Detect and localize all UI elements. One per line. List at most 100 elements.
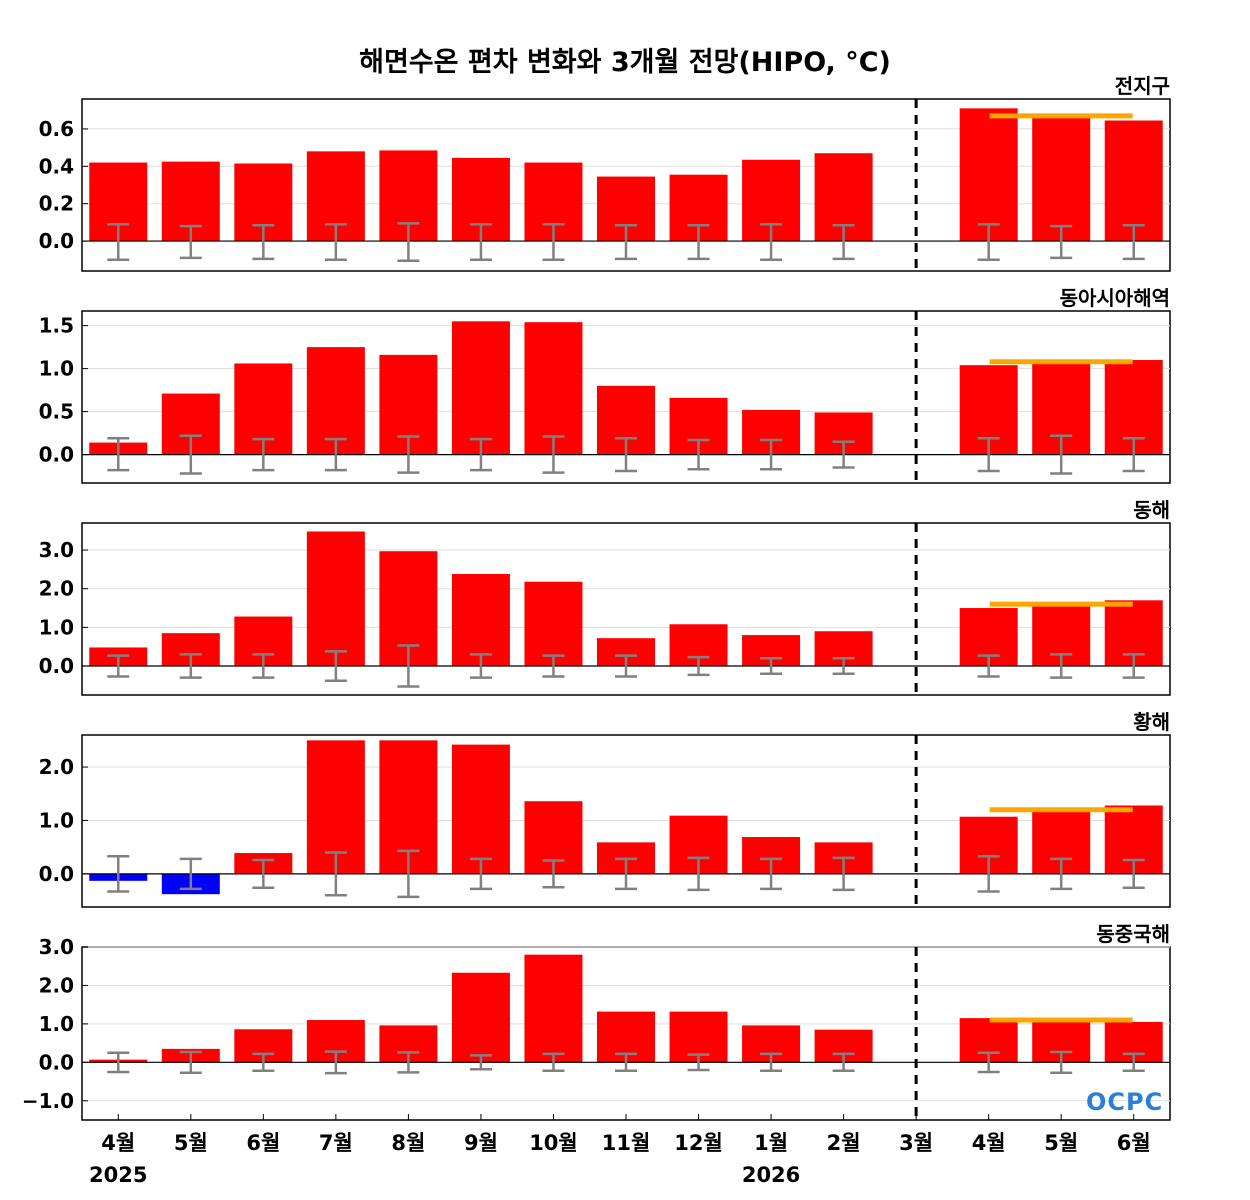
error-bar xyxy=(324,437,347,472)
error-bar xyxy=(760,223,783,262)
y-tick-label: 1.0 xyxy=(39,615,74,639)
x-tick-label: 7월 xyxy=(319,1131,353,1155)
y-tick-label: 0.6 xyxy=(39,117,74,141)
error-bar xyxy=(252,1052,275,1073)
error-bar xyxy=(760,657,783,675)
y-tick-label: 2.0 xyxy=(39,577,74,601)
x-tick-label: 12월 xyxy=(674,1131,723,1155)
error-bar xyxy=(542,1052,565,1073)
x-tick-label: 4월 xyxy=(101,1131,135,1155)
error-bar xyxy=(977,1051,1000,1074)
error-bar xyxy=(687,1053,710,1072)
panel-region-label: 동해 xyxy=(1133,498,1170,522)
error-bar xyxy=(324,851,347,897)
error-bar xyxy=(760,1052,783,1073)
year-label: 2025 xyxy=(89,1163,147,1187)
error-bar xyxy=(107,855,130,893)
error-bar xyxy=(107,1051,130,1074)
y-tick-label: 0.0 xyxy=(39,443,74,467)
error-bar xyxy=(687,438,710,471)
error-bar xyxy=(615,1052,637,1073)
error-bar xyxy=(324,650,347,682)
panel-5: −1.0 0.0 1.0 2.0 3.0 동중국해 xyxy=(22,922,1171,1121)
x-tick-label: 9월 xyxy=(464,1131,498,1155)
error-bar xyxy=(542,435,565,474)
panel-region-label: 동아시아해역 xyxy=(1060,286,1170,310)
panel-1: 0.0 0.2 0.4 0.6 전지구 xyxy=(39,74,1171,272)
x-tick-label: 11월 xyxy=(602,1131,651,1155)
error-bar xyxy=(397,222,420,262)
bar xyxy=(524,954,583,1063)
error-bar xyxy=(687,856,710,892)
error-bar xyxy=(324,1050,347,1075)
error-bar xyxy=(179,224,202,260)
error-bar xyxy=(977,855,1000,893)
panel-region-label: 황해 xyxy=(1133,710,1170,734)
error-bar xyxy=(1122,437,1145,473)
y-tick-label: 0.5 xyxy=(39,400,74,424)
error-bar xyxy=(397,849,420,899)
error-bar xyxy=(179,1050,202,1074)
error-bar xyxy=(832,1052,855,1073)
x-tick-label: 10월 xyxy=(529,1131,578,1155)
error-bar xyxy=(107,654,130,678)
error-bar xyxy=(542,859,565,889)
x-tick-label: 5월 xyxy=(174,1131,208,1155)
y-tick-label: 1.0 xyxy=(39,1012,74,1036)
y-tick-label: −1.0 xyxy=(22,1089,74,1113)
bar xyxy=(451,321,510,455)
error-bar xyxy=(977,654,1000,678)
error-bar xyxy=(469,437,492,472)
x-tick-label: 6월 xyxy=(1117,1131,1151,1155)
panel-2: 0.0 0.5 1.0 1.5 동아시아해역 xyxy=(39,286,1171,484)
error-bar xyxy=(760,857,783,891)
bar xyxy=(524,322,583,455)
bar xyxy=(451,744,510,874)
y-tick-label: 3.0 xyxy=(39,935,74,959)
y-tick-label: 0.2 xyxy=(39,192,74,216)
bar xyxy=(1104,120,1163,242)
error-bar xyxy=(179,653,202,679)
y-tick-label: 2.0 xyxy=(39,973,74,997)
error-bar xyxy=(542,654,565,678)
error-bar xyxy=(1050,434,1073,475)
y-tick-label: 0.0 xyxy=(39,229,74,253)
error-bar xyxy=(615,223,637,261)
error-bar xyxy=(615,857,637,891)
error-bar xyxy=(469,857,492,891)
panel-3: 0.0 1.0 2.0 3.0 동해 xyxy=(39,498,1171,696)
y-tick-label: 0.0 xyxy=(39,654,74,678)
error-bar xyxy=(977,223,1000,262)
y-tick-label: 0.4 xyxy=(39,154,74,178)
error-bar xyxy=(107,437,130,472)
error-bar xyxy=(252,437,275,472)
ocpc-logo: OCPC xyxy=(1086,1088,1164,1116)
x-tick-label: 1월 xyxy=(754,1131,788,1155)
error-bar xyxy=(687,655,710,677)
y-tick-label: 2.0 xyxy=(39,755,74,779)
y-tick-label: 3.0 xyxy=(39,538,74,562)
error-bar xyxy=(324,223,347,262)
error-bar xyxy=(615,437,637,473)
bar xyxy=(1032,114,1091,242)
bar xyxy=(451,972,510,1063)
error-bar xyxy=(1050,1050,1073,1074)
bar xyxy=(959,108,1018,242)
error-bar xyxy=(1122,1052,1145,1073)
error-bar xyxy=(1122,858,1145,890)
error-bar xyxy=(615,654,637,678)
error-bar xyxy=(542,223,565,262)
x-tick-label: 3월 xyxy=(899,1131,933,1155)
error-bar xyxy=(1050,857,1073,891)
error-bar xyxy=(252,858,275,890)
error-bar xyxy=(760,438,783,471)
error-bar xyxy=(977,437,1000,473)
error-bar xyxy=(687,223,710,261)
error-bar xyxy=(179,857,202,891)
error-bar xyxy=(832,223,855,261)
bar xyxy=(306,347,365,455)
x-tick-label: 2월 xyxy=(827,1131,861,1155)
bar xyxy=(451,574,510,667)
bar xyxy=(524,581,583,667)
